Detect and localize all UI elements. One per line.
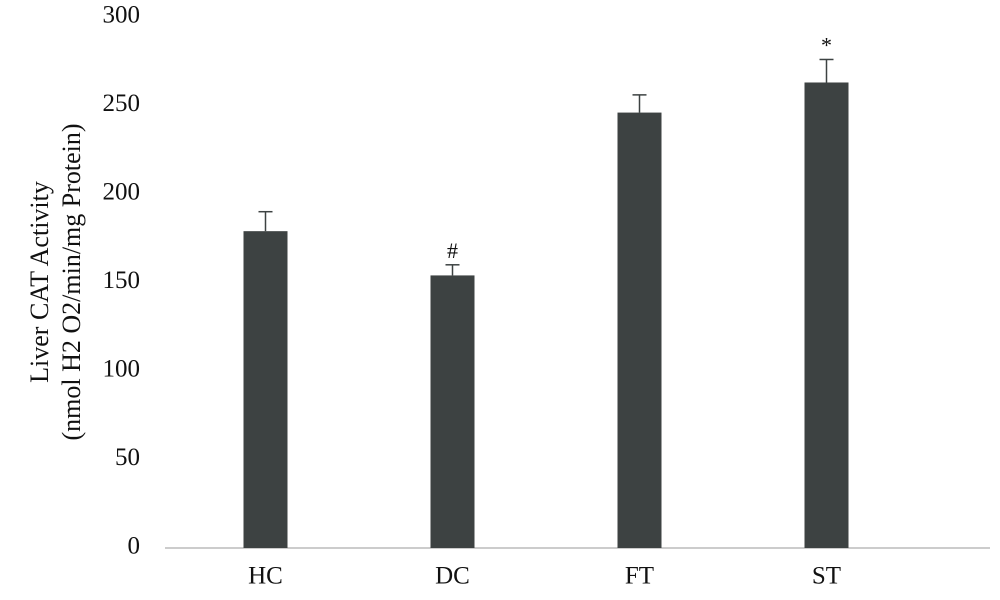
error-bar xyxy=(445,264,460,276)
y-axis-label: Liver CAT Activity xyxy=(25,181,54,383)
y-tick-label: 0 xyxy=(128,533,141,560)
y-tick-label: 150 xyxy=(103,267,141,294)
y-tick-label: 200 xyxy=(103,179,141,206)
bar xyxy=(617,112,662,548)
error-bar xyxy=(819,58,834,83)
bar xyxy=(804,82,849,549)
annotation: # xyxy=(447,238,458,263)
x-tick-label: FT xyxy=(625,563,654,590)
x-tick-label: ST xyxy=(812,563,841,590)
y-tick-label: 250 xyxy=(103,90,141,117)
annotation: * xyxy=(821,33,832,58)
y-tick-label: 50 xyxy=(115,444,140,471)
error-bar xyxy=(258,210,273,232)
x-tick-label: DC xyxy=(435,563,470,590)
error-bar xyxy=(632,94,647,113)
y-tick-label: 300 xyxy=(103,2,141,29)
bar xyxy=(430,275,475,548)
x-tick-label: HC xyxy=(248,563,283,590)
y-tick-label: 100 xyxy=(103,356,141,383)
bar xyxy=(243,231,288,549)
y-axis-label: (nmol H2 O2/min/mg Protein) xyxy=(57,123,86,440)
